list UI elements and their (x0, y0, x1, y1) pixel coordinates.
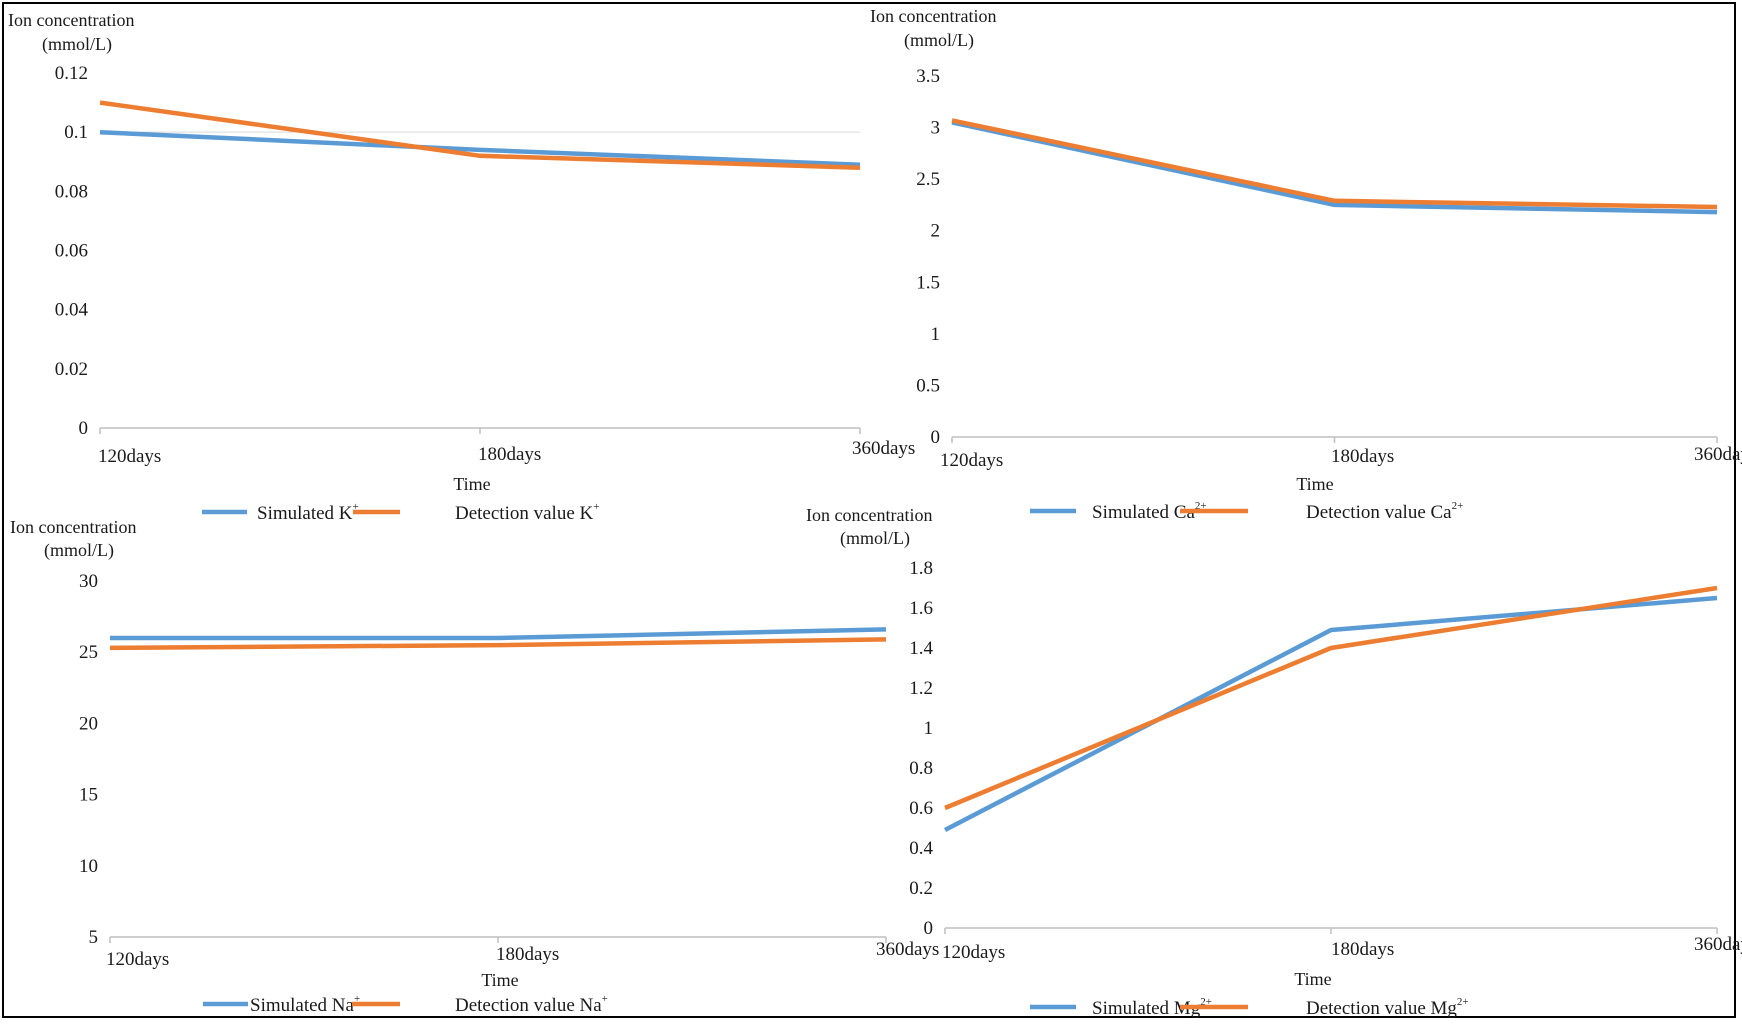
legend-label-text: Detection value Na (455, 995, 602, 1016)
x-tick-label: 120days (106, 949, 169, 970)
x-tick-label: 180days (1331, 446, 1394, 467)
series-line-simulated (951, 120, 1718, 215)
legend-label-simulated: Simulated Na+ (250, 993, 360, 1016)
y-tick-label: 0.06 (55, 241, 88, 262)
legend-label-superscript: 2+ (1457, 996, 1469, 1008)
y-tick-label: 20 (79, 713, 98, 734)
y-tick-label: 0.6 (909, 798, 933, 819)
legend-label-text: Simulated K (257, 503, 353, 524)
x-tick-label: 120days (942, 942, 1005, 963)
y-tick-label: 0.12 (55, 63, 88, 84)
y-tick-label: 25 (79, 642, 98, 663)
x-tick-label: 180days (1331, 939, 1394, 960)
x-axis-title: Time (481, 970, 518, 990)
y-tick-label: 0 (931, 427, 941, 448)
chart-panel-3: Ion concentration(mmol/L)51015202530120d… (10, 517, 939, 1016)
y-tick-label: 0.4 (909, 838, 933, 859)
series-line-detection (109, 637, 887, 651)
y-tick-label: 0.1 (64, 122, 88, 143)
y-tick-label: 1.4 (909, 638, 933, 659)
legend-label-superscript: + (602, 993, 608, 1005)
y-tick-label: 3.5 (916, 66, 940, 87)
legend-label-simulated: Simulated Ca2+ (1092, 500, 1207, 523)
series-line-simulated (99, 129, 861, 167)
y-axis-title-line2: (mmol/L) (904, 30, 974, 51)
y-tick-label: 3 (931, 118, 941, 139)
legend-label-superscript: 2+ (1452, 500, 1464, 512)
x-tick-label: 180days (478, 444, 541, 465)
x-tick-label: 180days (496, 944, 559, 965)
legend-label-superscript: + (593, 501, 599, 513)
y-tick-label: 2 (931, 221, 941, 242)
x-axis-title: Time (1294, 969, 1331, 989)
series-line-detection (944, 585, 1718, 811)
y-axis-title-line1: Ion concentration (806, 505, 932, 525)
y-tick-label: 1.5 (916, 272, 940, 293)
series-line-detection (951, 118, 1718, 210)
x-axis-title: Time (453, 474, 490, 494)
series-line-simulated (943, 595, 1718, 832)
y-axis-title-line2: (mmol/L) (42, 34, 112, 55)
legend-label-text: Simulated Ca (1092, 502, 1195, 523)
legend-label-simulated: Simulated K+ (257, 501, 359, 524)
x-tick-label: 360days (1694, 444, 1742, 465)
x-tick-label: 120days (98, 446, 161, 467)
legend-label-text: Detection value Ca (1306, 502, 1452, 523)
legend-label-text: Detection value K (455, 503, 594, 524)
y-tick-label: 0.08 (55, 181, 88, 202)
y-tick-label: 1.6 (909, 598, 933, 619)
y-axis-title-line1: Ion concentration (8, 10, 134, 30)
legend-label-superscript: 2+ (1195, 500, 1207, 512)
legend-label-superscript: + (354, 993, 360, 1005)
y-tick-label: 15 (79, 785, 98, 806)
legend-label-detection: Detection value Mg2+ (1306, 996, 1469, 1019)
x-axis-title: Time (1296, 474, 1333, 494)
y-tick-label: 0.02 (55, 359, 88, 380)
legend-label-detection: Detection value Ca2+ (1306, 500, 1463, 523)
x-tick-label: 120days (940, 450, 1003, 471)
y-axis-title-line2: (mmol/L) (44, 540, 114, 561)
x-tick-label: 360days (1694, 934, 1742, 955)
legend-label-detection: Detection value K+ (455, 501, 599, 524)
series-line-simulated (110, 627, 887, 641)
legend-label-superscript: 2+ (1200, 996, 1212, 1008)
y-tick-label: 1.8 (909, 558, 933, 579)
y-tick-label: 1.2 (909, 678, 933, 699)
y-axis-title-line1: Ion concentration (10, 517, 136, 537)
y-tick-label: 2.5 (916, 169, 940, 190)
y-tick-label: 0.8 (909, 758, 933, 779)
y-axis-title-line2: (mmol/L) (840, 528, 910, 549)
y-tick-label: 0 (79, 418, 89, 439)
y-tick-label: 5 (89, 927, 99, 948)
legend-label-superscript: + (353, 501, 359, 513)
y-tick-label: 1 (931, 324, 941, 345)
chart-panel-4: Ion concentration (mmol/L) 0 0.2 0.4 0.6 0.8 1 1… (806, 505, 1742, 1019)
y-tick-label: 0.2 (909, 878, 933, 899)
y-tick-label: 10 (79, 856, 98, 877)
y-tick-label: 0.04 (55, 300, 89, 321)
legend-label-text: Simulated Mg (1092, 998, 1201, 1019)
legend-label-text: Simulated Na (250, 995, 355, 1016)
chart-panel-1: Ion concentration (mmol/L) 0 0.02 0.04 0.06 0.… (8, 10, 915, 524)
x-tick-label: 360days (876, 939, 939, 960)
legend-label-text: Detection value Mg (1306, 998, 1457, 1019)
chart-panel-2: Ion concentration (mmol/L) 0 0.5 1 1.5 2 2.5 3 3.… (870, 6, 1742, 523)
legend-label-simulated: Simulated Mg2+ (1092, 996, 1212, 1019)
x-tick-label: 360days (852, 438, 915, 459)
y-tick-label: 0.5 (916, 375, 940, 396)
y-tick-label: 0 (924, 918, 934, 939)
y-axis-title-line1: Ion concentration (870, 6, 996, 26)
y-tick-label: 1 (924, 718, 934, 739)
y-tick-label: 30 (79, 571, 98, 592)
legend-label-detection: Detection value Na+ (455, 993, 608, 1016)
series-line-detection (99, 100, 861, 170)
